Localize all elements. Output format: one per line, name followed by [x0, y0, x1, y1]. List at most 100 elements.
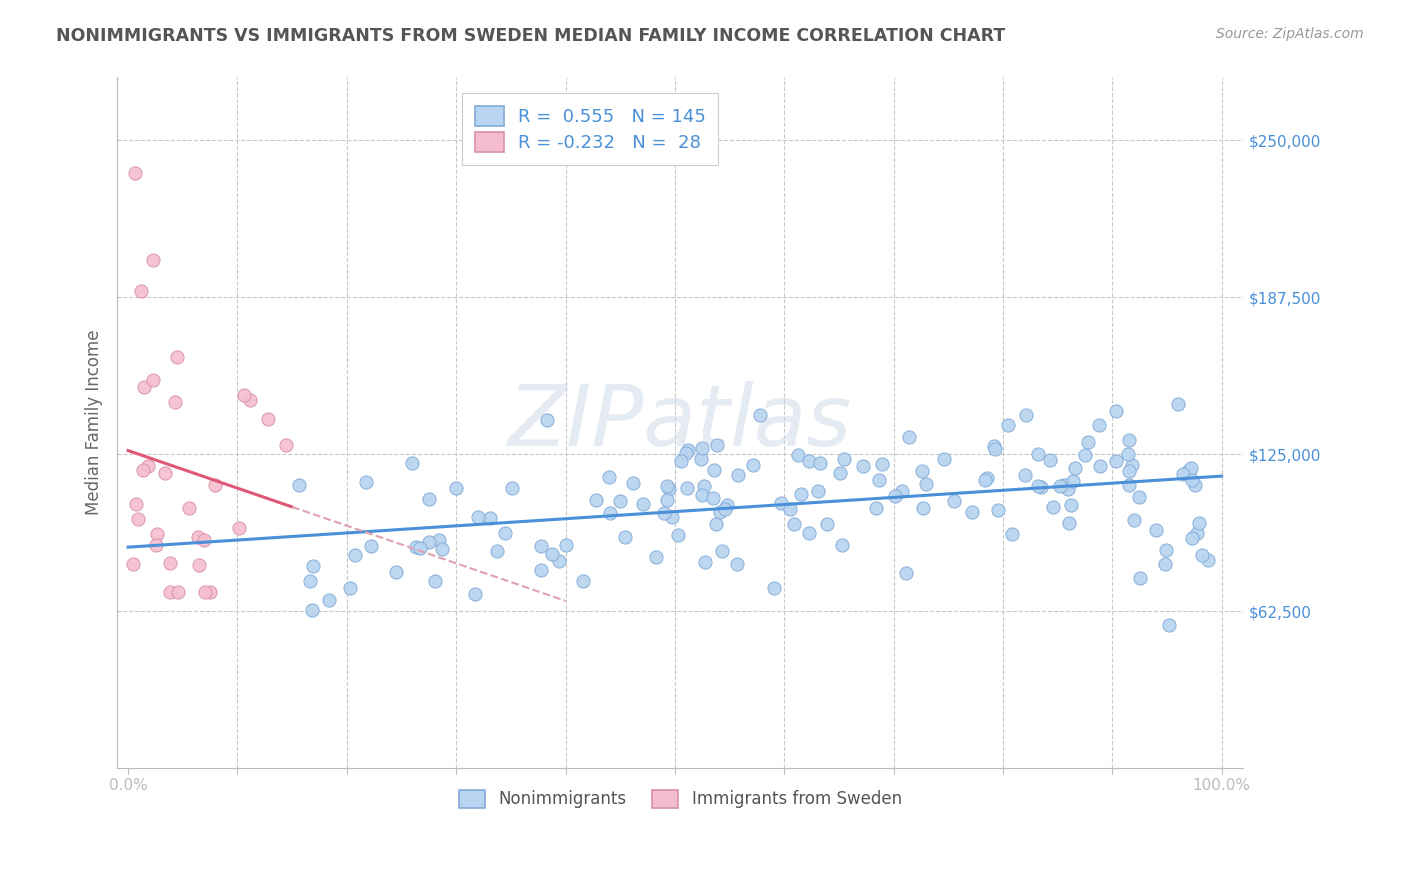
- Point: [652, 506, 675, 520]
- Point: [446, 481, 468, 495]
- Point: [228, 521, 250, 535]
- Point: [609, 493, 631, 508]
- Point: [1171, 467, 1194, 482]
- Point: [153, 466, 176, 480]
- Point: [727, 468, 749, 483]
- Point: [129, 284, 152, 298]
- Point: [852, 459, 875, 474]
- Point: [787, 448, 810, 462]
- Point: [430, 541, 453, 556]
- Point: [911, 500, 934, 515]
- Point: [676, 443, 699, 458]
- Point: [1123, 513, 1146, 527]
- Point: [870, 458, 893, 472]
- Point: [159, 556, 181, 570]
- Text: Source: ZipAtlas.com: Source: ZipAtlas.com: [1216, 27, 1364, 41]
- Point: [1197, 553, 1219, 567]
- Point: [1184, 478, 1206, 492]
- Point: [865, 501, 887, 516]
- Point: [704, 517, 727, 532]
- Point: [693, 479, 716, 493]
- Point: [1118, 464, 1140, 478]
- Point: [1060, 499, 1083, 513]
- Point: [983, 439, 1005, 453]
- Point: [418, 491, 440, 506]
- Point: [1001, 526, 1024, 541]
- Point: [166, 350, 188, 364]
- Point: [657, 482, 679, 496]
- Point: [690, 451, 713, 466]
- Point: [132, 463, 155, 477]
- Point: [631, 497, 654, 511]
- Point: [555, 538, 578, 552]
- Point: [1062, 475, 1084, 489]
- Legend: Nonimmigrants, Immigrants from Sweden: Nonimmigrants, Immigrants from Sweden: [453, 783, 908, 815]
- Point: [360, 540, 382, 554]
- Point: [142, 252, 165, 267]
- Point: [1157, 617, 1180, 632]
- Point: [807, 483, 830, 498]
- Point: [193, 533, 215, 547]
- Point: [541, 548, 564, 562]
- Point: [666, 527, 689, 541]
- Point: [779, 502, 801, 516]
- Point: [1181, 531, 1204, 545]
- Point: [661, 509, 683, 524]
- Point: [702, 491, 724, 505]
- Point: [1057, 516, 1080, 531]
- Point: [599, 506, 621, 520]
- Point: [762, 582, 785, 596]
- Point: [302, 558, 325, 573]
- Point: [1063, 460, 1085, 475]
- Point: [427, 533, 450, 548]
- Point: [163, 395, 186, 409]
- Point: [179, 501, 201, 516]
- Point: [932, 451, 955, 466]
- Point: [536, 413, 558, 427]
- Point: [742, 458, 765, 473]
- Point: [145, 538, 167, 552]
- Point: [884, 489, 907, 503]
- Point: [530, 563, 553, 577]
- Point: [690, 442, 713, 456]
- Point: [1153, 557, 1175, 571]
- Point: [709, 505, 731, 519]
- Point: [409, 541, 432, 556]
- Point: [188, 558, 211, 572]
- Point: [401, 456, 423, 470]
- Point: [187, 530, 209, 544]
- Point: [1042, 500, 1064, 515]
- Point: [464, 587, 486, 601]
- Point: [1178, 463, 1201, 477]
- Point: [1180, 461, 1202, 475]
- Point: [572, 574, 595, 589]
- Point: [815, 517, 838, 532]
- Point: [725, 557, 748, 571]
- Point: [1088, 418, 1111, 433]
- Point: [943, 494, 966, 508]
- Point: [676, 481, 699, 495]
- Text: ZIPatlas: ZIPatlas: [508, 381, 852, 464]
- Point: [405, 540, 427, 554]
- Point: [976, 471, 998, 485]
- Point: [910, 464, 932, 478]
- Point: [1156, 543, 1178, 558]
- Point: [783, 517, 806, 532]
- Point: [960, 505, 983, 519]
- Y-axis label: Median Family Income: Median Family Income: [86, 330, 103, 516]
- Point: [299, 574, 322, 588]
- Point: [1167, 397, 1189, 411]
- Point: [797, 454, 820, 468]
- Point: [339, 581, 361, 595]
- Point: [194, 585, 217, 599]
- Point: [385, 565, 408, 579]
- Point: [136, 458, 159, 473]
- Point: [1026, 479, 1049, 493]
- Point: [914, 477, 936, 491]
- Point: [478, 511, 501, 525]
- Point: [1118, 434, 1140, 448]
- Point: [832, 451, 855, 466]
- Point: [1026, 447, 1049, 461]
- Point: [1014, 468, 1036, 483]
- Point: [159, 585, 181, 599]
